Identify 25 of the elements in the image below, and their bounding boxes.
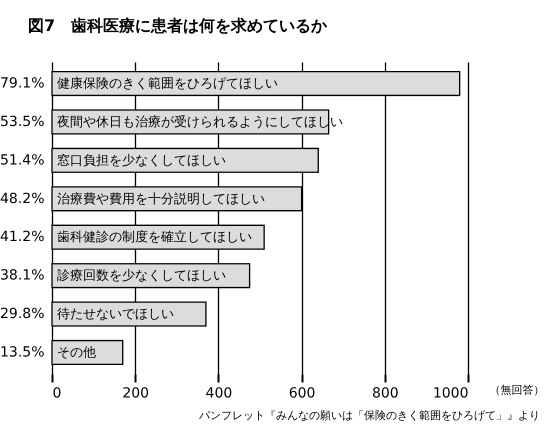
y-tick-label: 51.4% [0,152,44,168]
y-tick-label: 29.8% [0,306,44,322]
y-tick-label: 53.5% [0,114,44,130]
x-axis-title: （無回答） [490,384,544,396]
y-tick-label: 13.5% [0,344,44,360]
y-tick-label: 41.2% [0,229,44,246]
x-tick-label: 200 [122,386,150,402]
chart-title: 図7 歯科医療に患者は何を求めているか [28,16,328,35]
x-tick-label: 1000 [432,386,468,402]
y-tick-label: 38.1% [0,268,44,284]
annotation: 夜間や休日も治療が受けられるようにしてほしい [57,114,343,130]
text: パンフレット『みんなの願いは「保険のきく範囲をひろげて」』より [199,408,540,423]
y-tick-label: 79.1% [0,76,44,92]
annotation: 歯科健診の制度を確立してほしい [57,229,252,246]
annotation: その他 [57,345,96,360]
x-tick-label: 0 [52,386,62,402]
annotation: 治療費や費用を十分説明してほしい [57,192,265,207]
y-tick-label: 48.2% [0,190,44,207]
x-tick-label: 800 [372,386,399,402]
x-tick-label: 400 [206,386,232,402]
annotation: 健康保険のきく範囲をひろげてほしい [57,76,278,92]
x-tick-label: 600 [288,386,316,402]
annotation: 窓口負担を少なくしてほしい [57,152,226,168]
annotation: 診療回数を少なくしてほしい [57,268,226,284]
annotation: 待たせないでほしい [57,307,174,322]
